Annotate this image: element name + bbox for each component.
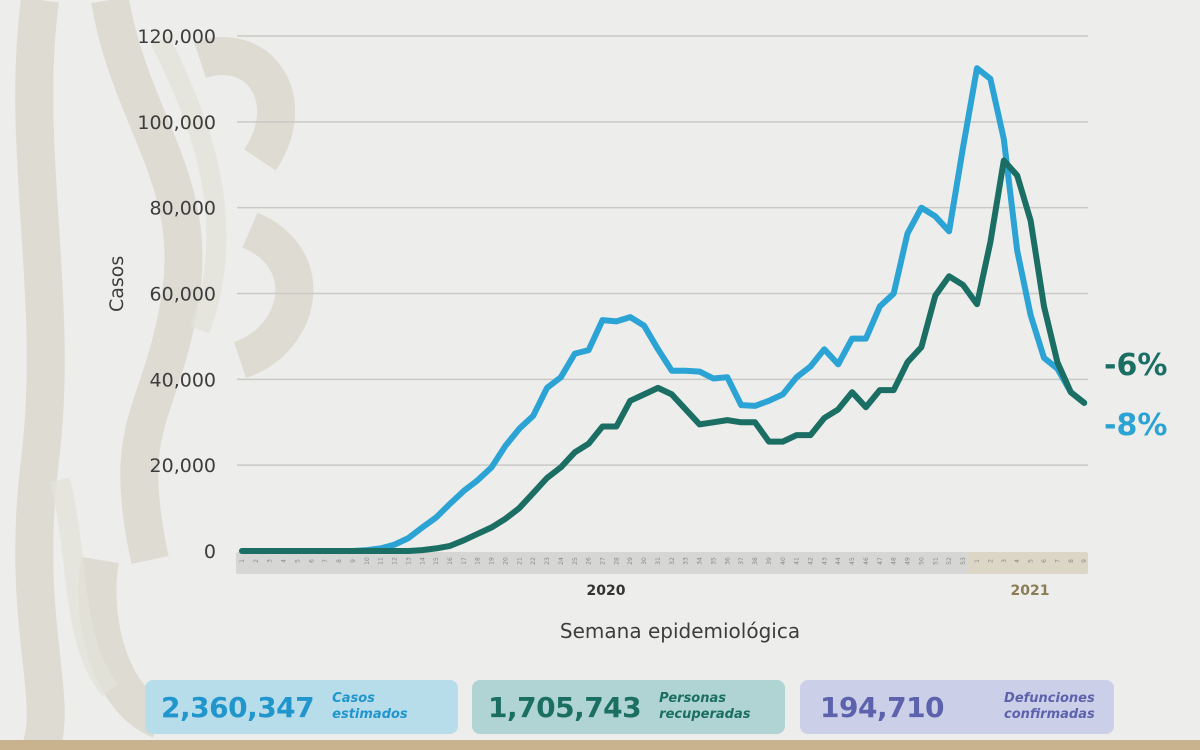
week-tick-label: 27 xyxy=(600,557,607,565)
week-tick-label: 1 xyxy=(974,559,981,563)
label-line-2: estimados xyxy=(332,707,408,722)
recovered-value: 1,705,743 xyxy=(488,690,642,724)
week-tick-label: 39 xyxy=(766,557,773,565)
week-tick-label: 28 xyxy=(613,557,620,565)
week-tick-label: 34 xyxy=(697,557,704,565)
week-tick-label: 1 xyxy=(239,559,246,563)
label-line-1: Personas xyxy=(659,691,726,706)
week-tick-label: 15 xyxy=(433,557,440,565)
week-tick-label: 46 xyxy=(863,557,870,565)
week-tick-label: 31 xyxy=(655,557,662,565)
week-tick-label: 43 xyxy=(821,557,828,565)
week-tick-label: 5 xyxy=(294,559,301,563)
week-tick-label: 23 xyxy=(544,557,551,565)
week-tick-label: 47 xyxy=(877,557,884,565)
label-line-1: Casos xyxy=(332,691,375,706)
y-tick-label: 20,000 xyxy=(150,455,216,477)
stat-card-estimated-cases: 2,360,347 Casos estimados xyxy=(145,680,458,734)
week-tick-label: 20 xyxy=(502,557,509,565)
week-tick-label: 3 xyxy=(267,559,274,563)
week-tick-label: 4 xyxy=(281,559,288,563)
week-tick-label: 29 xyxy=(627,557,634,565)
week-tick-label: 30 xyxy=(641,557,648,565)
bottom-accent-bar xyxy=(0,740,1200,750)
week-tick-label: 44 xyxy=(835,557,842,565)
y-axis-ticks: 0 20,000 40,000 60,000 80,000 100,000 120,000 xyxy=(137,26,216,563)
week-tick-label: 25 xyxy=(572,557,579,565)
stat-card-deaths: 194,710 Defunciones confirmadas xyxy=(800,680,1114,734)
week-tick-label: 33 xyxy=(683,557,690,565)
week-tick-label: 11 xyxy=(378,557,385,565)
week-tick-label: 35 xyxy=(710,557,717,565)
week-tick-label: 53 xyxy=(960,557,967,565)
week-tick-label: 18 xyxy=(475,557,482,565)
week-tick-label: 26 xyxy=(586,557,593,565)
week-tick-label: 49 xyxy=(905,557,912,565)
week-tick-label: 41 xyxy=(794,557,801,565)
week-tick-label: 2 xyxy=(987,559,994,563)
week-tick-label: 7 xyxy=(1054,559,1061,563)
y-tick-label: 60,000 xyxy=(150,284,216,306)
series-lines xyxy=(239,65,1088,554)
week-tick-label: 5 xyxy=(1028,559,1035,563)
week-tick-label: 32 xyxy=(669,557,676,565)
week-tick-label: 19 xyxy=(489,557,496,565)
recovered-label: Personas recuperadas xyxy=(659,691,750,723)
week-tick-label: 45 xyxy=(849,557,856,565)
week-tick-label: 10 xyxy=(364,557,371,565)
week-tick-label: 38 xyxy=(752,557,759,565)
week-tick-label: 14 xyxy=(419,557,426,565)
week-tick-label: 9 xyxy=(350,559,357,563)
estimated-cases-label: Casos estimados xyxy=(332,691,408,723)
week-tick-label: 48 xyxy=(891,557,898,565)
week-tick-label: 13 xyxy=(405,557,412,565)
estimated-cases-value: 2,360,347 xyxy=(161,690,315,724)
week-tick-label: 9 xyxy=(1081,559,1088,563)
week-tick-label: 17 xyxy=(461,557,468,565)
y-axis-title: Casos xyxy=(106,256,128,312)
year-label-2021: 2021 xyxy=(1011,583,1050,599)
deaths-value: 194,710 xyxy=(820,690,945,724)
year-label-2020: 2020 xyxy=(587,583,626,599)
y-tick-label: 0 xyxy=(204,541,216,563)
week-tick-label: 52 xyxy=(946,557,953,565)
y-tick-label: 100,000 xyxy=(137,112,216,134)
week-tick-label: 4 xyxy=(1014,559,1021,563)
week-tick-label: 8 xyxy=(1068,559,1075,563)
week-tick-label: 6 xyxy=(308,559,315,563)
week-tick-label: 16 xyxy=(447,557,454,565)
week-tick-label: 50 xyxy=(918,557,925,565)
week-tick-label: 40 xyxy=(780,557,787,565)
y-tick-label: 80,000 xyxy=(150,198,216,220)
week-tick-label: 8 xyxy=(336,559,343,563)
estimated-change-label: -8% xyxy=(1104,408,1168,443)
week-tick-label: 42 xyxy=(807,557,814,565)
week-tick-label: 21 xyxy=(516,557,523,565)
week-tick-label: 6 xyxy=(1041,559,1048,563)
y-tick-label: 120,000 xyxy=(137,26,216,48)
week-tick-label: 3 xyxy=(1001,559,1008,563)
week-tick-label: 7 xyxy=(322,559,329,563)
label-line-2: confirmadas xyxy=(1004,707,1095,722)
x-axis-band: 1 2 3 4 5 6 7 8 9 10 11 12 13 14 15 16 17 18 19 20 21 22 23 24 2… xyxy=(236,552,1088,574)
y-tick-label: 40,000 xyxy=(150,369,216,391)
label-line-2: recuperadas xyxy=(659,707,751,722)
grid-lines xyxy=(237,35,1088,466)
week-tick-label: 24 xyxy=(558,557,565,565)
confirmed-change-label: -6% xyxy=(1104,348,1168,383)
week-tick-label: 2 xyxy=(253,559,260,563)
week-tick-label: 22 xyxy=(530,557,537,565)
estimated-cases-line xyxy=(239,65,1088,554)
label-line-1: Defunciones xyxy=(1004,691,1095,706)
confirmed-cases-line xyxy=(239,157,1088,554)
week-tick-label: 36 xyxy=(724,557,731,565)
x-axis-title: Semana epidemiológica xyxy=(560,619,800,643)
week-tick-label: 12 xyxy=(392,557,399,565)
week-tick-label: 51 xyxy=(932,557,939,565)
stat-card-recovered: 1,705,743 Personas recuperadas xyxy=(472,680,785,734)
deaths-label: Defunciones confirmadas xyxy=(1004,691,1095,723)
week-tick-label: 37 xyxy=(738,557,745,565)
line-chart: 020,00040,00060,00080,000100,000120,000 … xyxy=(106,26,1088,643)
